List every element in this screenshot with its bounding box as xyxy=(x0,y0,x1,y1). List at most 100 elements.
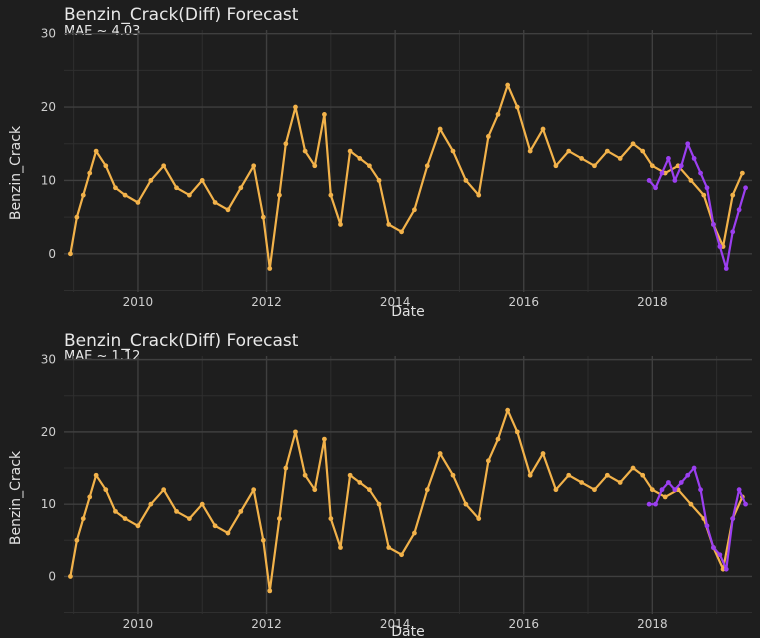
data-point xyxy=(148,501,154,507)
data-point xyxy=(135,523,141,529)
data-point xyxy=(711,222,716,227)
data-point xyxy=(717,552,723,558)
data-point xyxy=(135,200,141,205)
data-point xyxy=(399,229,404,235)
x-tick-label: 2014 xyxy=(380,295,411,309)
data-point xyxy=(386,545,392,550)
data-point xyxy=(672,178,678,183)
x-tick-label: 2010 xyxy=(123,295,154,309)
data-point xyxy=(592,487,597,493)
data-point xyxy=(212,200,218,205)
x-tick-label: 2016 xyxy=(508,617,539,631)
chart-2-x-tick-labels: 2010 2012 2014 2016 2018 xyxy=(123,617,668,631)
data-point xyxy=(93,148,99,154)
data-point xyxy=(186,516,192,522)
data-point xyxy=(617,480,623,485)
data-point xyxy=(730,516,736,522)
series-line-2 xyxy=(649,466,747,571)
data-point xyxy=(736,487,742,493)
data-point xyxy=(662,494,668,500)
data-point xyxy=(212,523,218,529)
data-point xyxy=(450,472,456,478)
data-point xyxy=(736,207,742,213)
data-point xyxy=(122,516,128,522)
chart-2-subtitle: MAE ~ 1.12 xyxy=(64,349,140,364)
data-point xyxy=(283,465,289,471)
data-point xyxy=(376,178,382,183)
data-point xyxy=(495,111,501,117)
data-point xyxy=(87,170,93,176)
data-point xyxy=(485,458,491,464)
data-point xyxy=(640,472,646,478)
data-point xyxy=(495,436,501,442)
chart-2-y-tick-labels: 0 10 20 30 xyxy=(41,353,56,584)
chart-2-y-axis-label: Benzin_Crack xyxy=(8,450,24,545)
data-point xyxy=(260,537,266,543)
data-point xyxy=(437,126,443,132)
data-point xyxy=(267,588,273,594)
data-point xyxy=(238,185,244,191)
data-point xyxy=(505,407,511,413)
data-point xyxy=(302,148,308,154)
data-point xyxy=(630,465,636,471)
x-tick-label: 2010 xyxy=(123,617,154,631)
data-point xyxy=(463,178,469,183)
data-point xyxy=(659,487,665,493)
chart-2-series xyxy=(68,407,748,594)
data-point xyxy=(367,163,372,169)
data-point xyxy=(485,134,491,139)
data-point xyxy=(367,487,372,493)
data-point xyxy=(659,170,665,176)
data-point xyxy=(338,545,343,550)
y-tick-label: 0 xyxy=(48,569,56,583)
data-point xyxy=(338,222,343,227)
data-point xyxy=(199,501,205,507)
data-point xyxy=(566,472,572,478)
data-point xyxy=(277,516,282,522)
x-tick-label: 2018 xyxy=(637,617,668,631)
data-point xyxy=(666,156,671,161)
data-point xyxy=(199,178,205,183)
data-point xyxy=(412,530,417,536)
data-point xyxy=(630,141,636,147)
data-point xyxy=(617,156,623,161)
series-line-2 xyxy=(648,142,747,270)
data-point xyxy=(649,163,655,169)
data-point xyxy=(174,508,179,514)
data-point xyxy=(678,480,684,485)
data-point xyxy=(701,192,707,198)
data-point xyxy=(604,472,610,478)
data-point xyxy=(553,487,559,493)
data-point xyxy=(476,192,482,198)
data-point xyxy=(113,185,118,191)
x-tick-label: 2014 xyxy=(380,617,411,631)
chart-1-y-axis-label: Benzin_Crack xyxy=(8,125,24,220)
data-point xyxy=(739,170,745,176)
y-tick-label: 0 xyxy=(48,247,56,261)
data-point xyxy=(540,126,546,132)
data-point xyxy=(312,163,318,169)
y-tick-label: 20 xyxy=(41,425,56,439)
data-point xyxy=(711,545,716,550)
chart-1-y-tick-labels: 0 10 20 30 xyxy=(41,27,56,261)
chart-1-subtitle: MAE ~ 4.03 xyxy=(64,24,140,39)
data-point xyxy=(87,494,93,500)
data-point xyxy=(592,163,597,169)
data-point xyxy=(717,244,723,249)
data-point xyxy=(122,192,128,198)
chart-1-title: Benzin_Crack(Diff) Forecast xyxy=(64,5,299,25)
data-point xyxy=(376,501,382,507)
data-point xyxy=(251,487,257,493)
data-point xyxy=(328,516,334,522)
data-point xyxy=(347,148,353,154)
y-tick-label: 10 xyxy=(41,173,56,187)
data-point xyxy=(225,207,231,213)
data-point xyxy=(688,178,694,183)
data-point xyxy=(476,516,482,522)
data-point xyxy=(514,104,520,110)
data-point xyxy=(238,508,244,514)
data-point xyxy=(688,501,694,507)
data-point xyxy=(386,222,392,227)
data-point xyxy=(640,148,646,154)
